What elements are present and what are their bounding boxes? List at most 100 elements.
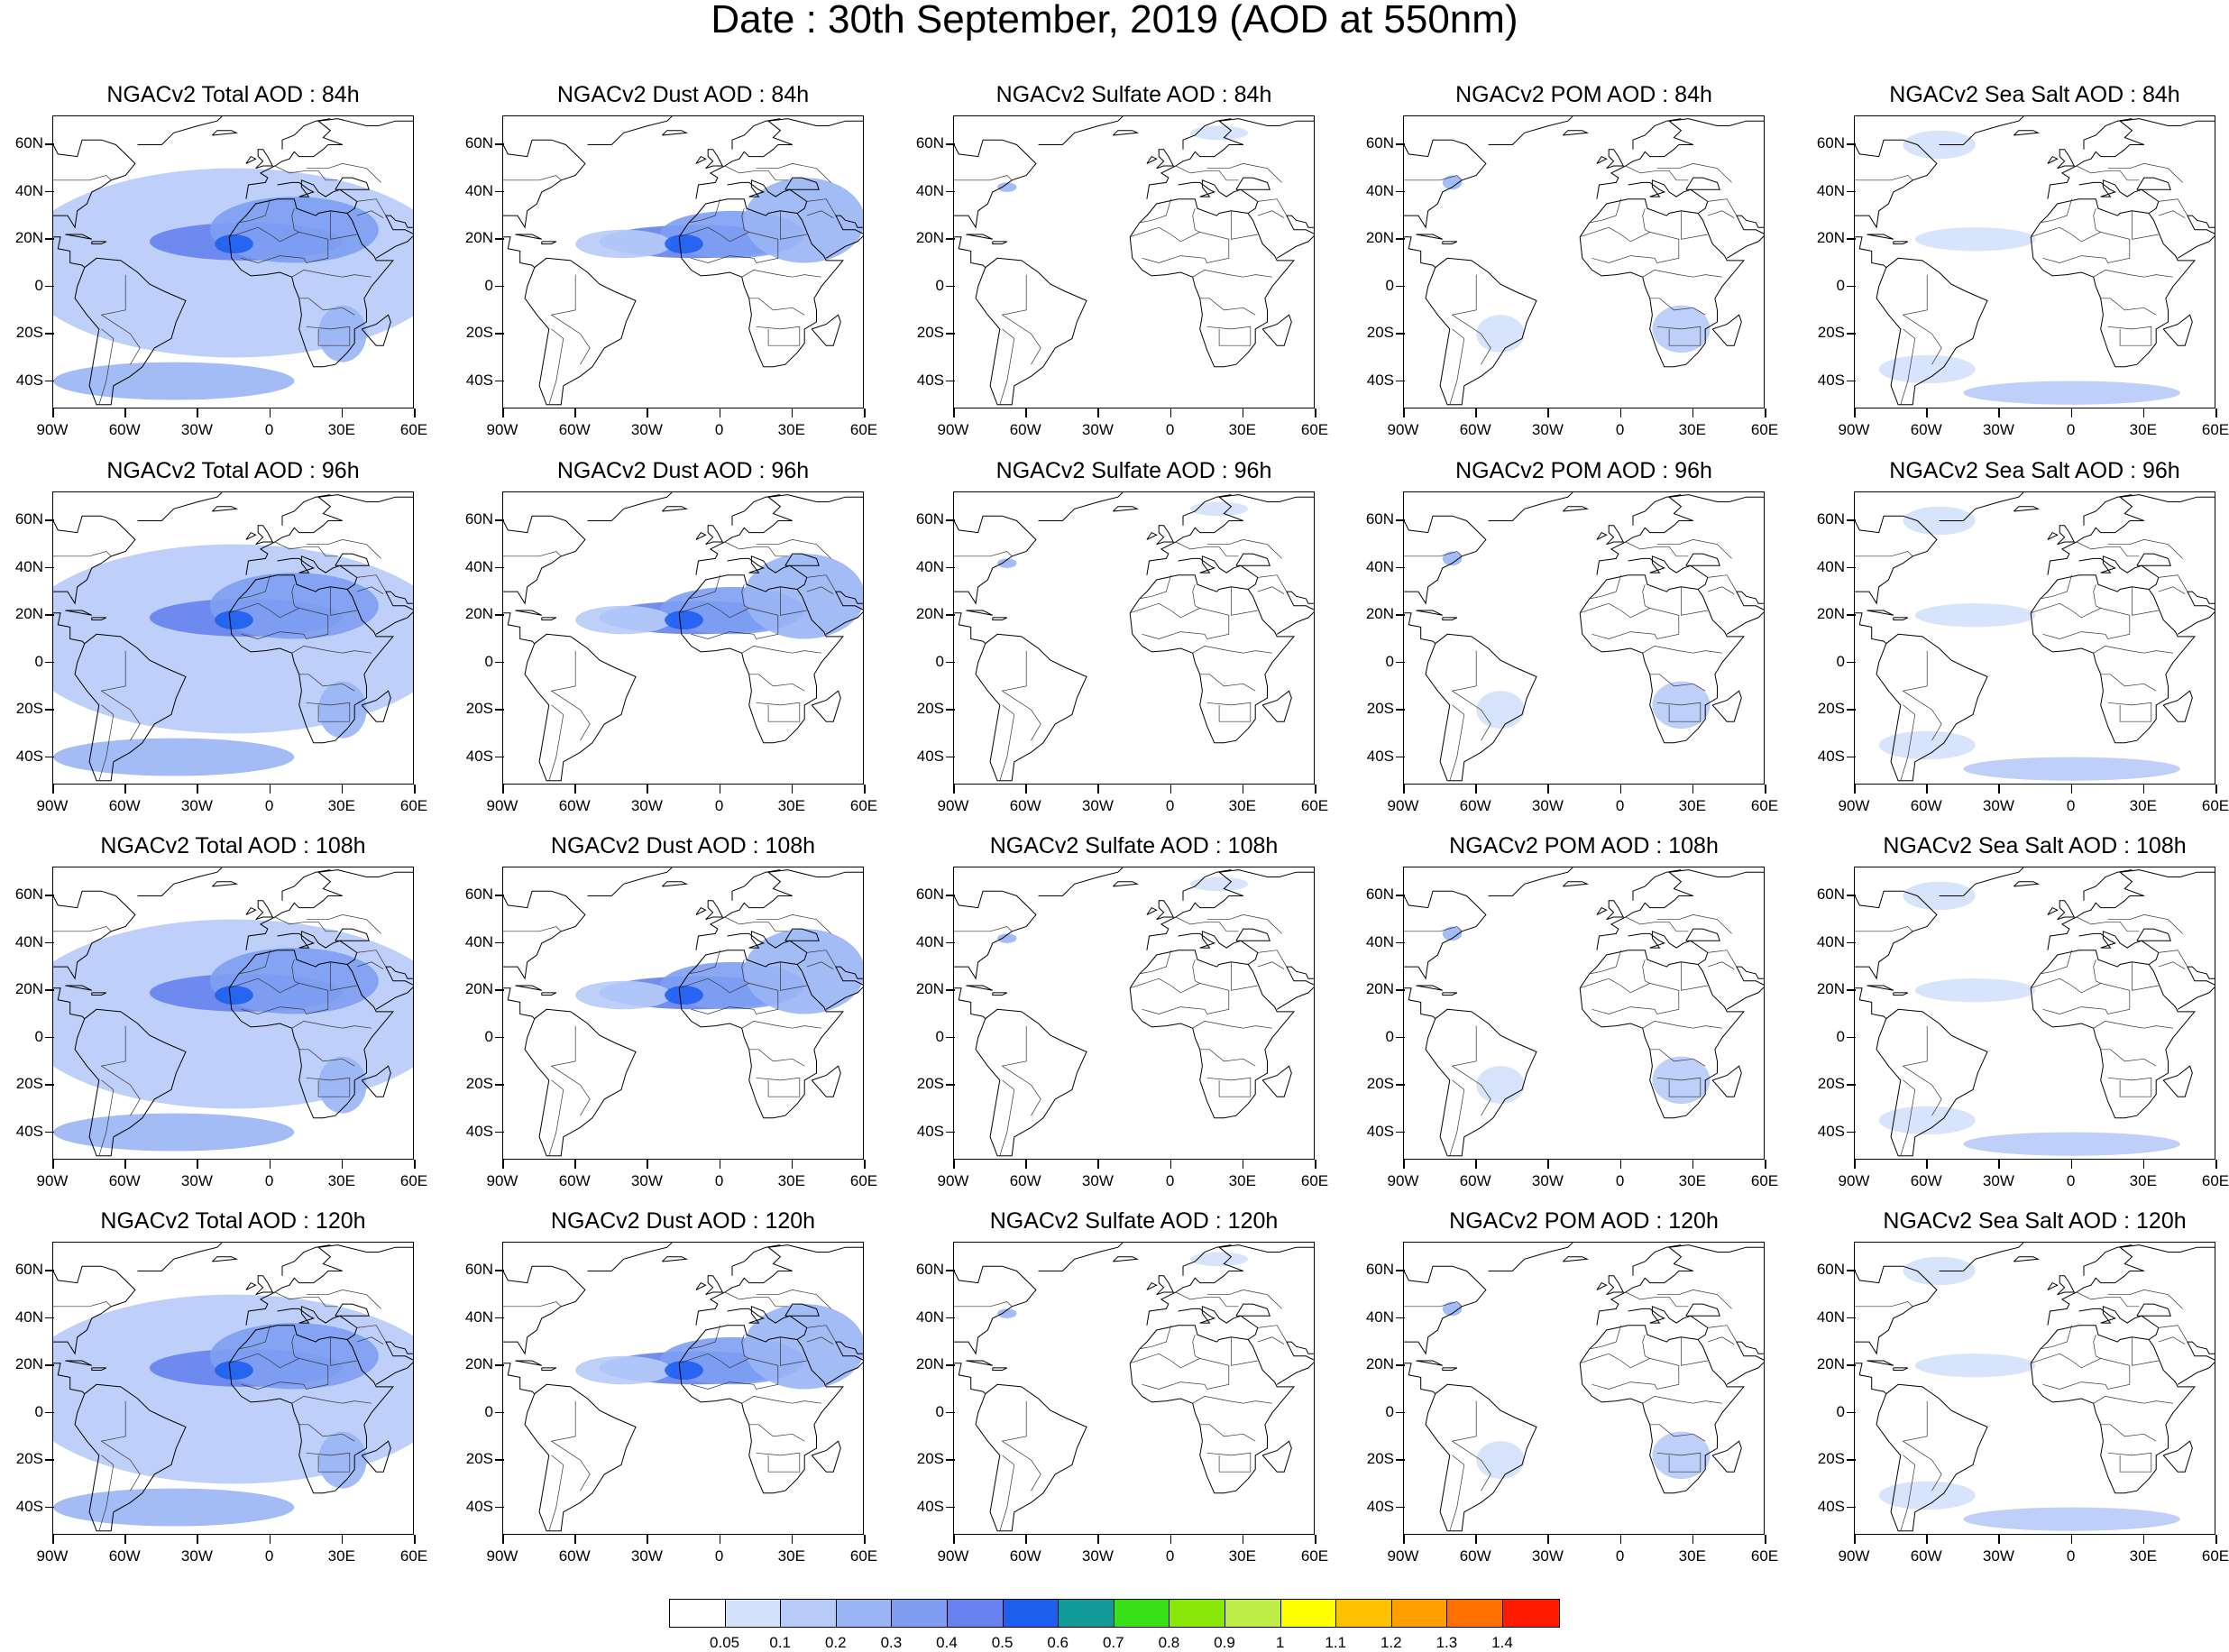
country-border xyxy=(274,916,338,932)
coastline xyxy=(1632,1244,1682,1276)
lon-tick-label: 30E xyxy=(1678,421,1706,438)
country-border xyxy=(1900,704,1916,781)
country-border xyxy=(1656,163,1732,183)
aod-shading xyxy=(215,1361,253,1381)
lat-tick-mark xyxy=(495,285,504,288)
lon-tick-mark xyxy=(719,1535,721,1544)
aod-shading xyxy=(1476,691,1525,730)
coastline xyxy=(1156,1275,1175,1296)
lon-tick-mark xyxy=(1619,1535,1622,1544)
aod-shading xyxy=(1914,978,2036,1003)
country-border xyxy=(954,175,1013,181)
coastline xyxy=(811,1065,841,1097)
coastline xyxy=(137,867,223,896)
country-border xyxy=(1656,1077,1702,1097)
map-panel-total-84h xyxy=(52,115,414,408)
map-panel-pom-84h xyxy=(1403,115,1765,408)
aod-shading xyxy=(53,1488,295,1527)
coastline xyxy=(541,617,557,620)
lon-tick-label: 60E xyxy=(2201,1172,2229,1189)
country-border xyxy=(503,1301,562,1308)
colorbar-box xyxy=(670,1600,726,1627)
coastline xyxy=(91,617,107,620)
country-border xyxy=(330,1336,357,1366)
lat-tick-label: 20N xyxy=(464,980,493,998)
lon-tick-mark xyxy=(52,1160,54,1169)
panel-title: NGACv2 POM AOD : 120h xyxy=(1449,1208,1719,1234)
country-border xyxy=(298,674,355,692)
lon-tick-label: 90W xyxy=(937,1547,969,1565)
lat-tick-mark xyxy=(495,1084,504,1086)
country-border xyxy=(2076,916,2140,932)
lon-tick-mark xyxy=(2070,1160,2073,1169)
country-border xyxy=(291,1021,372,1029)
lat-tick-label: 60N xyxy=(464,886,493,904)
country-border xyxy=(1707,1325,1738,1343)
country-border xyxy=(2093,1396,2173,1404)
country-border xyxy=(291,1396,372,1404)
coastline xyxy=(1711,690,1742,722)
country-border xyxy=(2040,198,2072,224)
colorbar-box xyxy=(1336,1600,1392,1627)
coastline xyxy=(695,494,863,575)
lon-tick-mark xyxy=(1619,1160,1622,1169)
lat-tick-label: 60N xyxy=(1816,134,1845,152)
aod-shading xyxy=(215,234,253,254)
coastline xyxy=(1425,1008,1537,1157)
map-panel-seasalt-120h xyxy=(1854,1242,2215,1535)
country-border xyxy=(1451,1400,1491,1491)
lat-tick-mark xyxy=(45,1364,54,1366)
coastline xyxy=(335,553,370,566)
aod-shading xyxy=(575,980,673,1010)
coastline xyxy=(1893,617,1909,620)
coastline xyxy=(784,177,820,190)
lon-tick-mark xyxy=(197,1160,198,1169)
coastline xyxy=(1685,1303,1720,1317)
country-border xyxy=(503,551,562,557)
lon-tick-mark xyxy=(647,785,648,794)
coastline xyxy=(1596,869,1764,950)
aod-shading xyxy=(665,1361,703,1381)
lat-tick-label: 40S xyxy=(1817,371,1845,389)
aod-shading xyxy=(215,986,253,1005)
country-border xyxy=(2107,1077,2152,1097)
coastline xyxy=(1178,931,1259,965)
lon-tick-label: 60W xyxy=(1009,1547,1041,1565)
coastline xyxy=(1579,950,1745,1119)
lon-tick-label: 0 xyxy=(264,1172,274,1189)
map-panel-dust-120h xyxy=(502,1242,864,1535)
colorbar-label: 1.2 xyxy=(1380,1634,1402,1651)
lat-tick-label: 40S xyxy=(1366,371,1394,389)
lon-tick-mark xyxy=(1025,785,1027,794)
coastline xyxy=(1632,118,1682,150)
coastline xyxy=(53,987,86,1020)
lon-tick-label: 30W xyxy=(630,797,663,814)
lat-tick-mark xyxy=(1396,1364,1405,1366)
lon-tick-mark xyxy=(1854,785,1856,794)
coastline xyxy=(705,149,724,170)
panel-title: NGACv2 Sulfate AOD : 108h xyxy=(989,833,1279,858)
aod-shading xyxy=(1963,1507,2180,1531)
lon-tick-label: 60E xyxy=(1300,1547,1329,1565)
coastline xyxy=(74,633,187,782)
coastline xyxy=(1596,155,1608,164)
country-border xyxy=(53,175,112,181)
lon-tick-label: 0 xyxy=(1615,1547,1625,1565)
lat-tick-mark xyxy=(495,519,504,521)
country-border xyxy=(2107,1452,2152,1473)
map-svg xyxy=(503,1243,863,1532)
country-border xyxy=(748,1049,805,1067)
coastline xyxy=(1156,149,1175,170)
coastline xyxy=(53,139,136,229)
coastline xyxy=(1276,215,1314,259)
coastline xyxy=(375,215,413,259)
country-border xyxy=(306,1077,351,1097)
coastline xyxy=(91,241,107,244)
lon-tick-label: 30E xyxy=(1678,1172,1706,1189)
lat-tick-mark xyxy=(1396,756,1405,758)
country-border xyxy=(1649,674,1706,692)
coastline xyxy=(541,241,557,244)
lon-tick-label: 30W xyxy=(1081,421,1114,438)
country-border xyxy=(2158,574,2188,592)
lon-tick-label: 60E xyxy=(2201,1547,2229,1565)
